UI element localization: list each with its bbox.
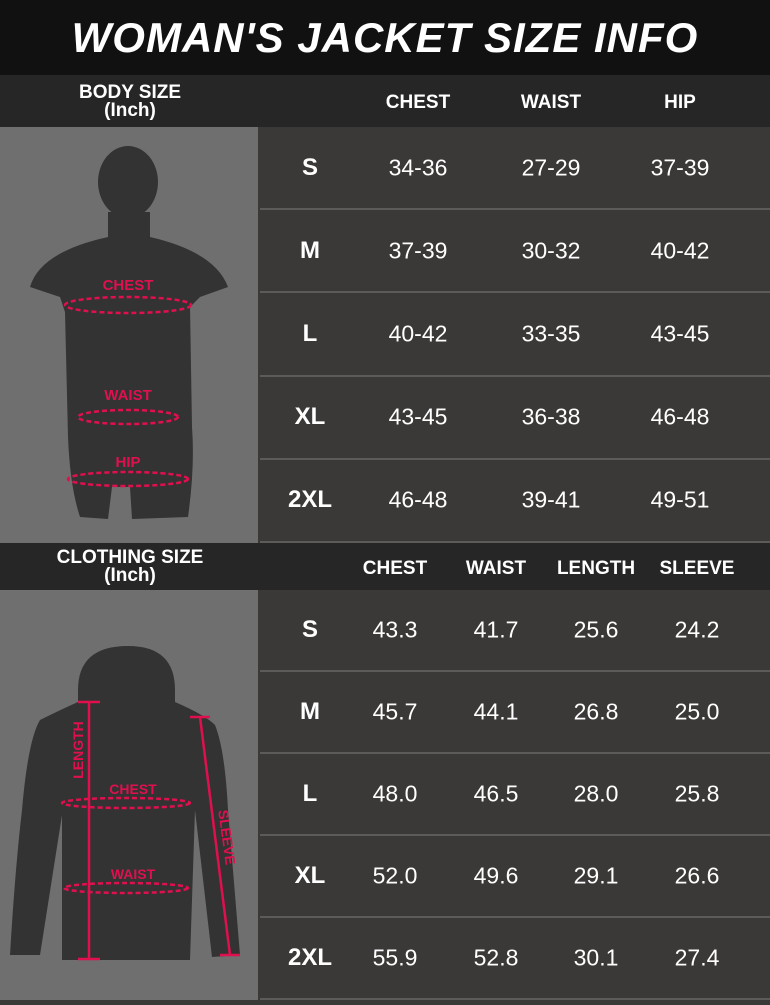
table-row: XL 52.0 49.6 29.1 26.6 [260, 836, 770, 918]
column-header: WAIST [465, 558, 527, 579]
value-cell: 26.6 [674, 862, 720, 889]
column-header: CHEST [362, 558, 428, 579]
value-cell: 49.6 [473, 862, 519, 889]
table-row: 2XL 46-48 39-41 49-51 [260, 459, 770, 543]
column-header: SLEEVE [659, 558, 735, 579]
size-cell: M [300, 698, 320, 725]
body-figure-panel: CHEST WAIST HIP [0, 127, 258, 543]
value-cell: 43-45 [650, 320, 710, 347]
value-cell: 52.8 [473, 944, 519, 971]
value-cell: 27-29 [521, 154, 581, 181]
clothing-size-table: S 43.3 41.7 25.6 24.2 M 45.7 44.1 26.8 25.0 L 48.0 4… [260, 590, 770, 1000]
waist-label: WAIST [104, 387, 152, 404]
value-cell: 43-45 [388, 403, 448, 430]
hip-label: HIP [115, 454, 140, 471]
value-cell: 27.4 [674, 944, 720, 971]
table-row: S 43.3 41.7 25.6 24.2 [260, 590, 770, 672]
waist-label: WAIST [111, 866, 156, 882]
value-cell: 26.8 [573, 698, 619, 725]
value-cell: 41.7 [473, 616, 519, 643]
table-row: M 45.7 44.1 26.8 25.0 [260, 672, 770, 754]
table-row: L 48.0 46.5 28.0 25.8 [260, 754, 770, 836]
value-cell: 36-38 [521, 403, 581, 430]
clothing-size-header: CLOTHING SIZE (Inch) CHEST WAIST LENGTH S… [0, 543, 770, 590]
page-title: WOMAN'S JACKET SIZE INFO [0, 0, 770, 75]
jacket-figure-panel: LENGTH CHEST WAIST SLEEVE [0, 590, 258, 1000]
value-cell: 52.0 [372, 862, 418, 889]
table-row: XL 43-45 36-38 46-48 [260, 376, 770, 460]
value-cell: 25.8 [674, 780, 720, 807]
value-cell: 46.5 [473, 780, 519, 807]
value-cell: 43.3 [372, 616, 418, 643]
body-size-header: BODY SIZE (Inch) CHEST WAIST HIP [0, 75, 770, 127]
size-cell: XL [294, 862, 326, 889]
column-header: CHEST [385, 92, 451, 113]
value-cell: 49-51 [650, 486, 710, 513]
value-cell: 48.0 [372, 780, 418, 807]
jacket-silhouette-icon: LENGTH CHEST WAIST SLEEVE [10, 646, 240, 961]
size-cell: S [301, 616, 319, 643]
value-cell: 25.0 [674, 698, 720, 725]
table-row: L 40-42 33-35 43-45 [260, 293, 770, 377]
table-row: S 34-36 27-29 37-39 [260, 127, 770, 211]
value-cell: 29.1 [573, 862, 619, 889]
value-cell: 34-36 [388, 154, 448, 181]
size-cell: 2XL [287, 944, 333, 971]
column-header: LENGTH [556, 558, 636, 579]
value-cell: 46-48 [388, 486, 448, 513]
value-cell: 40-42 [650, 237, 710, 264]
value-cell: 30.1 [573, 944, 619, 971]
body-size-label: BODY SIZE [78, 82, 182, 103]
value-cell: 28.0 [573, 780, 619, 807]
size-cell: 2XL [287, 486, 333, 514]
value-cell: 45.7 [372, 698, 418, 725]
value-cell: 39-41 [521, 486, 581, 513]
body-size-unit: (Inch) [104, 100, 156, 121]
clothing-size-unit: (Inch) [104, 565, 156, 586]
length-label: LENGTH [70, 721, 86, 779]
body-silhouette-icon: CHEST WAIST HIP [30, 146, 228, 519]
size-cell: L [302, 780, 318, 807]
value-cell: 44.1 [473, 698, 519, 725]
value-cell: 25.6 [573, 616, 619, 643]
value-cell: 30-32 [521, 237, 581, 264]
value-cell: 24.2 [674, 616, 720, 643]
chest-label: CHEST [109, 781, 157, 797]
value-cell: 37-39 [650, 154, 710, 181]
chest-label: CHEST [103, 277, 154, 294]
table-row: M 37-39 30-32 40-42 [260, 210, 770, 294]
value-cell: 37-39 [388, 237, 448, 264]
body-size-table: S 34-36 27-29 37-39 M 37-39 30-32 40-42 L 40-42 33… [260, 127, 770, 543]
size-cell: S [301, 153, 319, 181]
value-cell: 40-42 [388, 320, 448, 347]
value-cell: 33-35 [521, 320, 581, 347]
column-header: WAIST [520, 92, 582, 113]
size-cell: L [302, 319, 318, 347]
table-row: 2XL 55.9 52.8 30.1 27.4 [260, 918, 770, 1000]
value-cell: 55.9 [372, 944, 418, 971]
size-cell: M [300, 236, 320, 264]
size-cell: XL [294, 403, 326, 431]
value-cell: 46-48 [650, 403, 710, 430]
column-header: HIP [664, 92, 696, 113]
sleeve-label: SLEEVE [215, 809, 239, 866]
clothing-size-label: CLOTHING SIZE [56, 547, 204, 568]
